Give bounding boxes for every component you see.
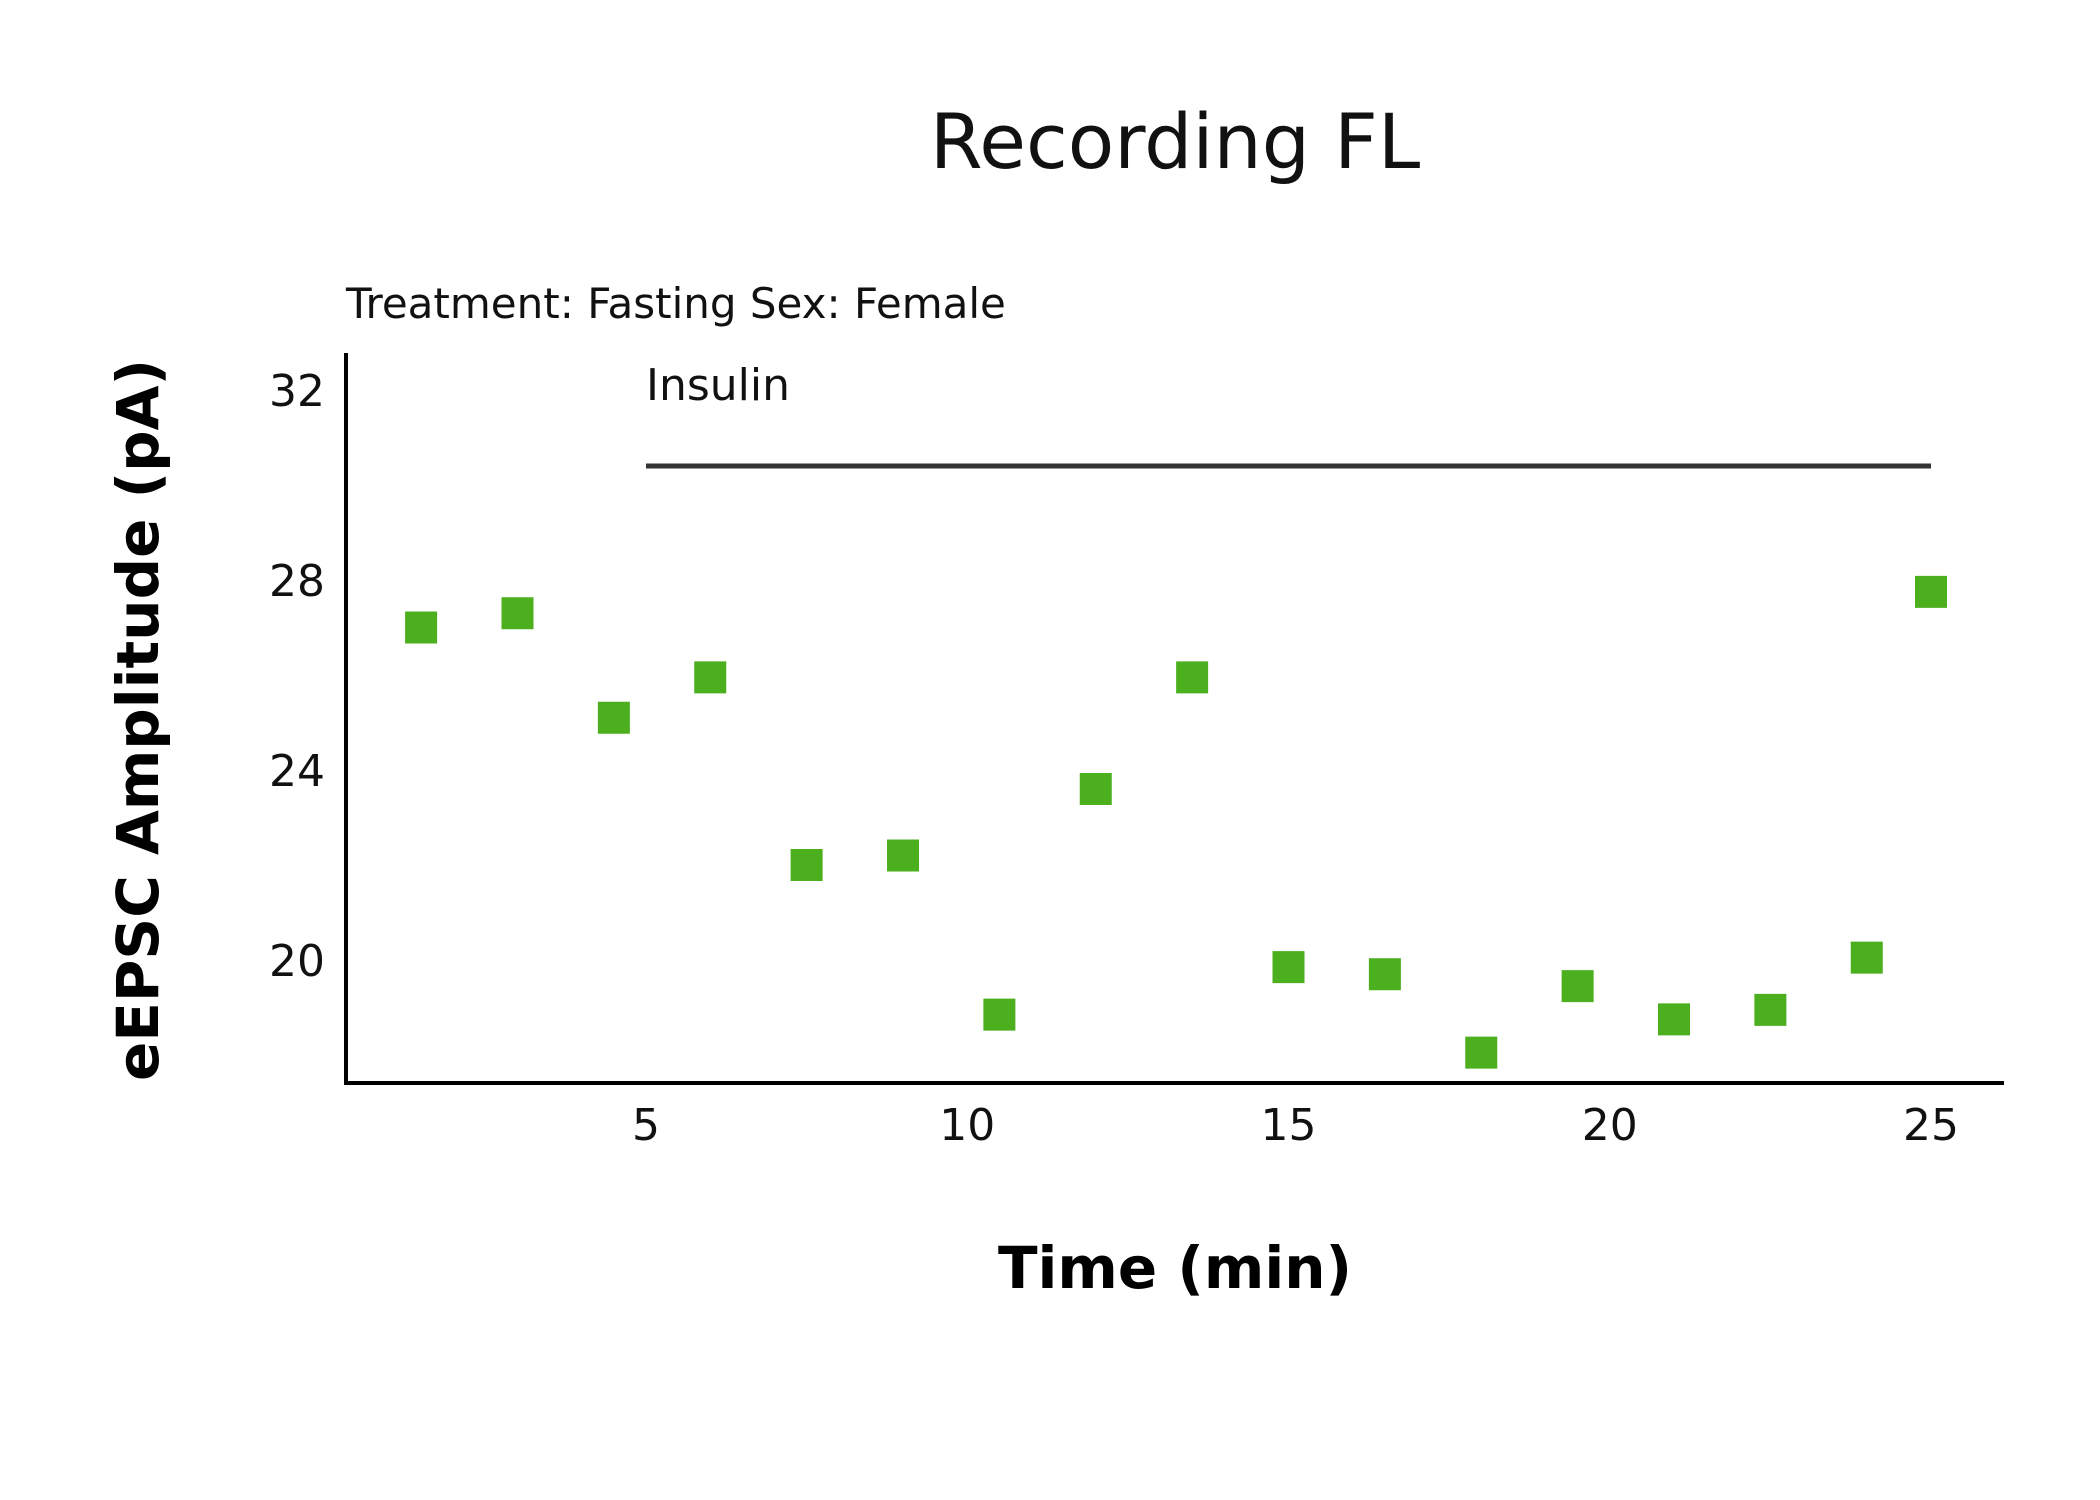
data-point <box>1754 993 1787 1026</box>
data-point <box>1915 575 1947 608</box>
data-point <box>694 661 727 694</box>
y-tick-label: 28 <box>269 556 325 607</box>
y-tick-labels: 20 24 28 32 <box>269 366 325 987</box>
chart-subtitle: Treatment: Fasting Sex: Female <box>345 279 1006 328</box>
data-point <box>790 849 823 881</box>
y-axis-label: eEPSC Amplitude (pA) <box>104 359 172 1081</box>
data-point <box>405 611 438 644</box>
x-tick-label: 25 <box>1903 1100 1959 1151</box>
data-point <box>983 998 1016 1031</box>
data-point <box>597 701 630 734</box>
data-point <box>1561 970 1594 1003</box>
y-tick-label: 20 <box>269 936 325 987</box>
data-point <box>1850 941 1883 974</box>
x-axis-label: Time (min) <box>998 1234 1352 1302</box>
x-tick-label: 15 <box>1261 1100 1317 1151</box>
y-tick-label: 32 <box>269 366 325 417</box>
data-point <box>1465 1036 1498 1069</box>
data-point <box>1658 1003 1690 1036</box>
data-point <box>1176 661 1209 694</box>
insulin-label: Insulin <box>646 360 790 411</box>
data-point <box>501 597 534 630</box>
data-point <box>887 839 919 872</box>
x-tick-label: 20 <box>1582 1100 1638 1151</box>
data-points <box>405 575 1947 1069</box>
y-tick-label: 24 <box>269 746 325 797</box>
x-tick-label: 10 <box>939 1100 995 1151</box>
x-tick-labels: 5 10 15 20 25 <box>632 1100 1959 1151</box>
x-tick-label: 5 <box>632 1100 660 1151</box>
data-point <box>1272 951 1305 984</box>
chart-title: Recording FL <box>930 97 1420 186</box>
data-point <box>1079 773 1112 805</box>
data-point <box>1368 958 1401 991</box>
